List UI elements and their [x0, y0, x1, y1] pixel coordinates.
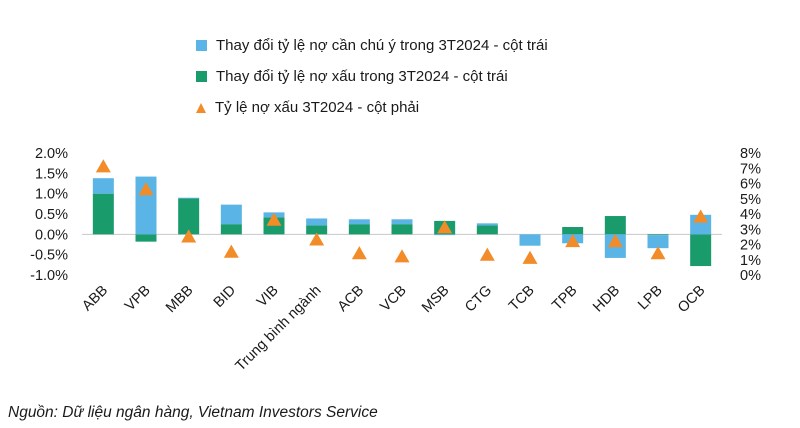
right-tick-label: 3% [740, 222, 761, 238]
right-tick-label: 8% [740, 146, 761, 162]
bar-watchlist-change [178, 197, 200, 199]
npl-ratio-marker [138, 182, 154, 196]
npl-ratio-marker [223, 244, 239, 258]
source-note: Nguồn: Dữ liệu ngân hàng, Vietnam Invest… [8, 404, 378, 421]
bar-npl-change [306, 225, 328, 235]
left-tick-label: 2.0% [35, 146, 68, 162]
bar-npl-change [391, 224, 413, 235]
left-tick-label: 1.0% [35, 187, 68, 203]
bar-watchlist-change [348, 219, 370, 225]
npl-ratio-marker [95, 159, 111, 173]
legend-label: Tỷ lệ nợ xấu 3T2024 - cột phải [215, 99, 420, 116]
right-tick-label: 5% [740, 192, 761, 208]
right-tick-label: 2% [740, 238, 761, 254]
category-label: TPB [549, 283, 580, 314]
legend-swatch-light-blue [196, 40, 207, 51]
npl-ratio-marker [522, 250, 538, 264]
markers [95, 159, 709, 264]
npl-ratio-marker [351, 246, 367, 260]
bar-watchlist-change [92, 178, 114, 194]
legend-label: Thay đổi tỷ lệ nợ xấu trong 3T2024 - cột… [216, 68, 508, 85]
right-tick-label: 7% [740, 161, 761, 177]
bar-npl-change [604, 216, 626, 235]
category-label: VPB [122, 283, 154, 315]
category-label: MSB [419, 283, 453, 317]
left-tick-label: -0.5% [30, 248, 68, 264]
bar-watchlist-change [220, 204, 242, 225]
npl-ratio-marker [437, 220, 453, 234]
npl-ratio-marker [309, 232, 325, 246]
category-label: VIB [254, 283, 282, 311]
bar-watchlist-change [476, 223, 498, 226]
legend-item-npl-ratio: Tỷ lệ nợ xấu 3T2024 - cột phải [196, 92, 548, 123]
npl-ratio-marker [181, 229, 197, 243]
left-axis: -1.0% -0.5% 0.0% 0.5% 1.0% 1.5% 2.0% [30, 146, 68, 284]
left-tick-label: -1.0% [30, 268, 68, 284]
bar-watchlist-change [647, 235, 669, 249]
legend-label: Thay đổi tỷ lệ nợ cần chú ý trong 3T2024… [216, 37, 548, 54]
bar-npl-change [220, 224, 242, 235]
bar-npl-change [92, 193, 114, 235]
legend-item-watchlist-change: Thay đổi tỷ lệ nợ cần chú ý trong 3T2024… [196, 30, 548, 61]
bar-watchlist-change [434, 234, 456, 236]
legend: Thay đổi tỷ lệ nợ cần chú ý trong 3T2024… [196, 30, 548, 123]
bar-npl-change [647, 234, 669, 236]
npl-ratio-marker [266, 212, 282, 226]
right-tick-label: 6% [740, 177, 761, 193]
bar-npl-change [476, 225, 498, 235]
legend-item-npl-change: Thay đổi tỷ lệ nợ xấu trong 3T2024 - cột… [196, 61, 548, 92]
bar-npl-change [348, 224, 370, 235]
bar-watchlist-change [519, 234, 541, 246]
npl-ratio-marker [693, 209, 709, 223]
bar-watchlist-change [135, 176, 157, 235]
right-tick-label: 4% [740, 207, 761, 223]
category-label: ACB [335, 283, 367, 315]
bar-watchlist-change [306, 218, 328, 226]
bar-npl-change [263, 217, 285, 235]
category-label: BID [211, 283, 239, 311]
right-tick-label: 0% [740, 268, 761, 284]
bar-watchlist-change [391, 219, 413, 225]
legend-triangle-icon [196, 102, 206, 113]
right-tick-label: 1% [740, 253, 761, 269]
category-label: OCB [675, 283, 709, 317]
legend-swatch-green [196, 71, 207, 82]
left-tick-label: 0.5% [35, 207, 68, 223]
bar-npl-change [690, 234, 712, 267]
bar-npl-change [562, 227, 584, 235]
left-tick-label: 1.5% [35, 166, 68, 182]
category-label: CTG [462, 283, 495, 316]
npl-ratio-marker [650, 246, 666, 260]
category-label: MBB [163, 283, 197, 317]
bar-npl-change [178, 198, 200, 235]
bar-npl-change [135, 234, 157, 242]
npl-ratio-marker [565, 233, 581, 248]
npl-ratio-marker [607, 233, 623, 248]
npl-ratio-marker [479, 247, 495, 261]
category-label: HDB [590, 283, 623, 316]
category-label: TCB [506, 283, 538, 315]
right-axis: 0%1%2%3%4%5%6%7%8% [740, 146, 761, 284]
category-label: VCB [377, 283, 409, 315]
category-label: ABB [79, 283, 111, 315]
category-label: LPB [635, 283, 666, 314]
left-tick-label: 0.0% [35, 227, 68, 243]
npl-ratio-marker [394, 249, 410, 263]
